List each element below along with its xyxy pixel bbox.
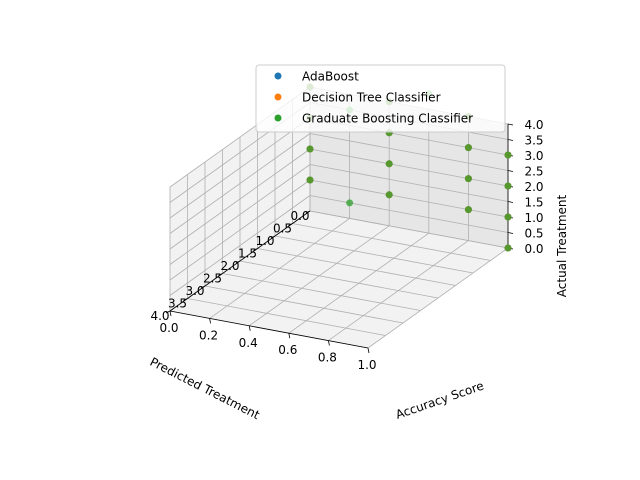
- x-tick-label: 3.5: [168, 297, 187, 311]
- z-tick-mark: [507, 123, 514, 126]
- gridline-z-back: [309, 179, 509, 218]
- z-tick-label: 4.0: [524, 118, 543, 132]
- data-point: [464, 175, 472, 183]
- y-tick-label: 1.0: [357, 358, 376, 372]
- y-tick-mark: [248, 325, 251, 331]
- gridline-z-back: [309, 133, 509, 171]
- gridline-y-floor: [367, 247, 509, 349]
- z-tick-mark: [507, 232, 514, 234]
- x-tick-mark: [235, 260, 241, 264]
- y-tick-mark: [209, 318, 211, 324]
- data-point: [504, 244, 512, 252]
- gridline-z-left: [169, 133, 311, 234]
- x-tick-label: 0.0: [290, 209, 309, 223]
- gridline-z-left: [169, 164, 311, 265]
- z-tick-label: 0.5: [524, 227, 543, 241]
- x-tick-label: 1.5: [238, 247, 257, 261]
- gridline-z-left: [169, 195, 311, 296]
- x-tick-label: 2.0: [220, 259, 239, 273]
- data-point: [385, 160, 393, 168]
- x-tick-mark: [183, 298, 188, 301]
- z-tick-label: 1.0: [524, 211, 543, 225]
- y-tick-mark: [288, 333, 291, 339]
- x-tick-label: 2.5: [203, 272, 222, 286]
- legend-label-decision-tree: Decision Tree Classifier: [302, 91, 441, 105]
- y-tick-label: 0.4: [239, 336, 258, 350]
- legend-label-graduate-boosting: Graduate Boosting Classifier: [302, 112, 473, 126]
- z-axis-label: Actual Treatment: [555, 194, 569, 297]
- x-tick-label: 1.0: [255, 234, 274, 248]
- z-tick-mark: [507, 201, 514, 203]
- x-tick-label: 0.5: [273, 222, 292, 236]
- y-tick-label: 0.6: [278, 343, 297, 357]
- x-tick-mark: [218, 273, 223, 276]
- data-point: [504, 151, 512, 159]
- y-tick-mark: [169, 310, 172, 317]
- z-tick-mark: [507, 170, 514, 172]
- x-axis-ticks: 0.00.51.01.52.02.53.03.54.0: [150, 209, 311, 323]
- z-tick-mark: [507, 139, 514, 141]
- gridline-x-floor: [274, 235, 474, 274]
- x-tick-label: 3.0: [185, 284, 204, 298]
- gridline-y-floor: [288, 232, 430, 334]
- legend-marker-decision-tree: [274, 93, 282, 101]
- gridline-y-floor: [209, 218, 350, 319]
- gridline-z-left: [169, 148, 311, 250]
- legend-marker-adaboost: [274, 72, 282, 80]
- x-tick-mark: [305, 210, 311, 214]
- legend: AdaBoost Decision Tree Classifier Gradua…: [255, 64, 506, 133]
- gridline-z-back: [309, 164, 509, 202]
- gridline-x-floor: [222, 273, 421, 311]
- data-point: [504, 182, 512, 190]
- y-axis-label: Accuracy Score: [394, 379, 486, 422]
- gridline-x-floor: [257, 248, 456, 286]
- z-tick-label: 0.0: [524, 242, 543, 256]
- gridline-x-floor: [187, 298, 386, 336]
- gridline-y-floor: [248, 225, 390, 327]
- gridline-y-floor: [328, 240, 469, 341]
- data-point: [306, 176, 314, 184]
- gridline-x-floor: [239, 260, 439, 299]
- y-tick-mark: [367, 347, 370, 354]
- gridline-z-back: [309, 148, 509, 187]
- legend-frame: [255, 64, 506, 133]
- z-tick-label: 3.5: [524, 134, 543, 148]
- y-axis-line: [169, 310, 369, 349]
- legend-marker-graduate-boosting: [274, 114, 282, 122]
- z-axis-ticks: 0.00.5 1.01.5 2.02.5 3.03.5 4.0: [507, 118, 544, 256]
- gridline-z-left: [169, 179, 311, 281]
- x-tick-mark: [253, 248, 258, 251]
- gridline-z-back: [309, 195, 509, 233]
- data-point: [306, 145, 314, 153]
- x-tick-mark: [200, 285, 206, 289]
- x-tick-mark: [270, 235, 276, 239]
- data-point: [346, 199, 354, 207]
- x-tick-mark: [288, 223, 293, 226]
- x-axis-label: Predicted Treatment: [148, 355, 263, 423]
- data-point: [464, 144, 472, 152]
- gridline-x-floor: [292, 223, 491, 261]
- gridline-z-left: [169, 117, 311, 219]
- gridline-z-back: [309, 210, 509, 249]
- y-tick-label: 0.0: [159, 321, 178, 335]
- z-tick-label: 2.0: [524, 180, 543, 194]
- y-axis-ticks: 0.0 0.2 0.4 0.6 0.8 1.0: [159, 310, 377, 372]
- z-tick-label: 3.0: [524, 149, 543, 163]
- y-tick-mark: [328, 340, 330, 346]
- x-tick-mark: [165, 310, 171, 314]
- legend-label-adaboost: AdaBoost: [302, 70, 359, 84]
- y-tick-label: 0.8: [318, 351, 337, 365]
- y-tick-label: 0.2: [199, 328, 218, 342]
- gridline-x-floor: [204, 285, 404, 324]
- data-point: [385, 191, 393, 199]
- data-point: [504, 213, 512, 221]
- data-point: [464, 206, 472, 214]
- x-tick-label: 4.0: [150, 309, 169, 323]
- z-tick-label: 1.5: [524, 196, 543, 210]
- z-tick-label: 2.5: [524, 165, 543, 179]
